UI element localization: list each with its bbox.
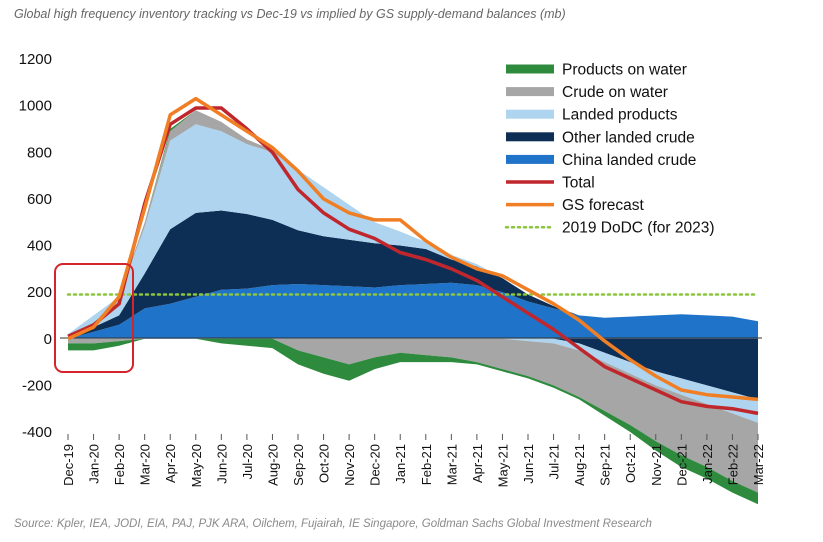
landed-products-area (68, 124, 758, 339)
legend-swatch-landed-products (506, 109, 554, 119)
x-tick-label: Oct-20 (317, 444, 332, 483)
x-tick-label: Sep-20 (291, 444, 306, 486)
x-tick-label: May-21 (495, 444, 510, 487)
x-tick-label: Jul-21 (547, 444, 562, 479)
legend-swatch-products-on-water (506, 64, 554, 74)
y-tick-label: -200 (22, 377, 52, 394)
x-tick-label: Sep-21 (598, 444, 613, 486)
x-tick-label: Aug-21 (572, 444, 587, 486)
x-tick-label: Jan-21 (393, 444, 408, 484)
x-tick-label: Nov-21 (649, 444, 664, 486)
x-tick-label: Apr-21 (470, 444, 485, 483)
other-landed-crude-neg-area (68, 338, 758, 400)
legend-swatch-crude-on-water (506, 87, 554, 97)
y-tick-label: -400 (22, 424, 52, 441)
legend-label-total: Total (562, 175, 595, 192)
y-tick-label: 400 (27, 238, 52, 255)
y-tick-label: 1000 (19, 98, 52, 115)
legend-label-other-landed-crude: Other landed crude (562, 129, 695, 146)
legend-swatch-other-landed-crude (506, 132, 554, 142)
y-tick-label: 600 (27, 191, 52, 208)
y-tick-label: 800 (27, 144, 52, 161)
x-tick-label: Mar-21 (444, 444, 459, 485)
x-tick-label: Oct-21 (623, 444, 638, 483)
y-tick-label: 200 (27, 284, 52, 301)
x-tick-label: Mar-20 (138, 444, 153, 485)
legend-label-landed-products: Landed products (562, 107, 678, 124)
x-tick-label: Dec-20 (368, 444, 383, 486)
highlight-box (54, 263, 134, 373)
x-tick-label: Jun-21 (521, 444, 536, 484)
chart-title: Global high frequency inventory tracking… (14, 7, 566, 21)
products-on-water-neg-area (68, 338, 758, 505)
crude-on-water-neg-area (68, 338, 758, 493)
gs-forecast-line (67, 96, 759, 402)
x-tick-label: Nov-20 (342, 444, 357, 486)
series-lines (66, 96, 760, 416)
x-tick-label: Feb-21 (419, 444, 434, 485)
x-tick-label: Feb-22 (725, 444, 740, 485)
x-tick-label: Apr-20 (163, 444, 178, 483)
legend-label-gs-forecast: GS forecast (562, 197, 645, 214)
x-axis: Dec-19 Jan-20 Feb-20 Mar-20 Apr-20 May-20 Jun-… (61, 434, 766, 487)
legend-label-dodc: 2019 DoDC (for 2023) (562, 220, 715, 237)
x-tick-label: Feb-20 (112, 444, 127, 485)
y-axis: 1200 1000 800 600 400 200 0 -200 -400 (19, 51, 52, 441)
stacked-areas (68, 110, 758, 505)
y-tick-label: 0 (44, 331, 52, 348)
x-tick-label: Jul-20 (240, 444, 255, 479)
chart-source: Source: Kpler, IEA, JODI, EIA, PAJ, PJK … (14, 518, 652, 530)
x-tick-label: Mar-22 (751, 444, 766, 485)
x-tick-label: Dec-19 (61, 444, 76, 486)
x-tick-label: Jun-20 (214, 444, 229, 484)
x-tick-label: Aug-20 (265, 444, 280, 486)
legend-label-china-landed-crude: China landed crude (562, 152, 696, 169)
total-line (67, 106, 759, 416)
legend-swatch-china-landed-crude (506, 154, 554, 164)
chart-legend: Products on water Crude on water Landed pr… (504, 62, 715, 237)
legend-label-crude-on-water: Crude on water (562, 84, 668, 101)
other-landed-crude-area (68, 210, 758, 339)
x-tick-label: Jan-22 (700, 444, 715, 484)
legend-label-products-on-water: Products on water (562, 62, 687, 79)
x-tick-label: May-20 (189, 444, 204, 487)
y-tick-label: 1200 (19, 51, 52, 68)
x-tick-label: Dec-21 (674, 444, 689, 486)
x-tick-label: Jan-20 (87, 444, 102, 484)
